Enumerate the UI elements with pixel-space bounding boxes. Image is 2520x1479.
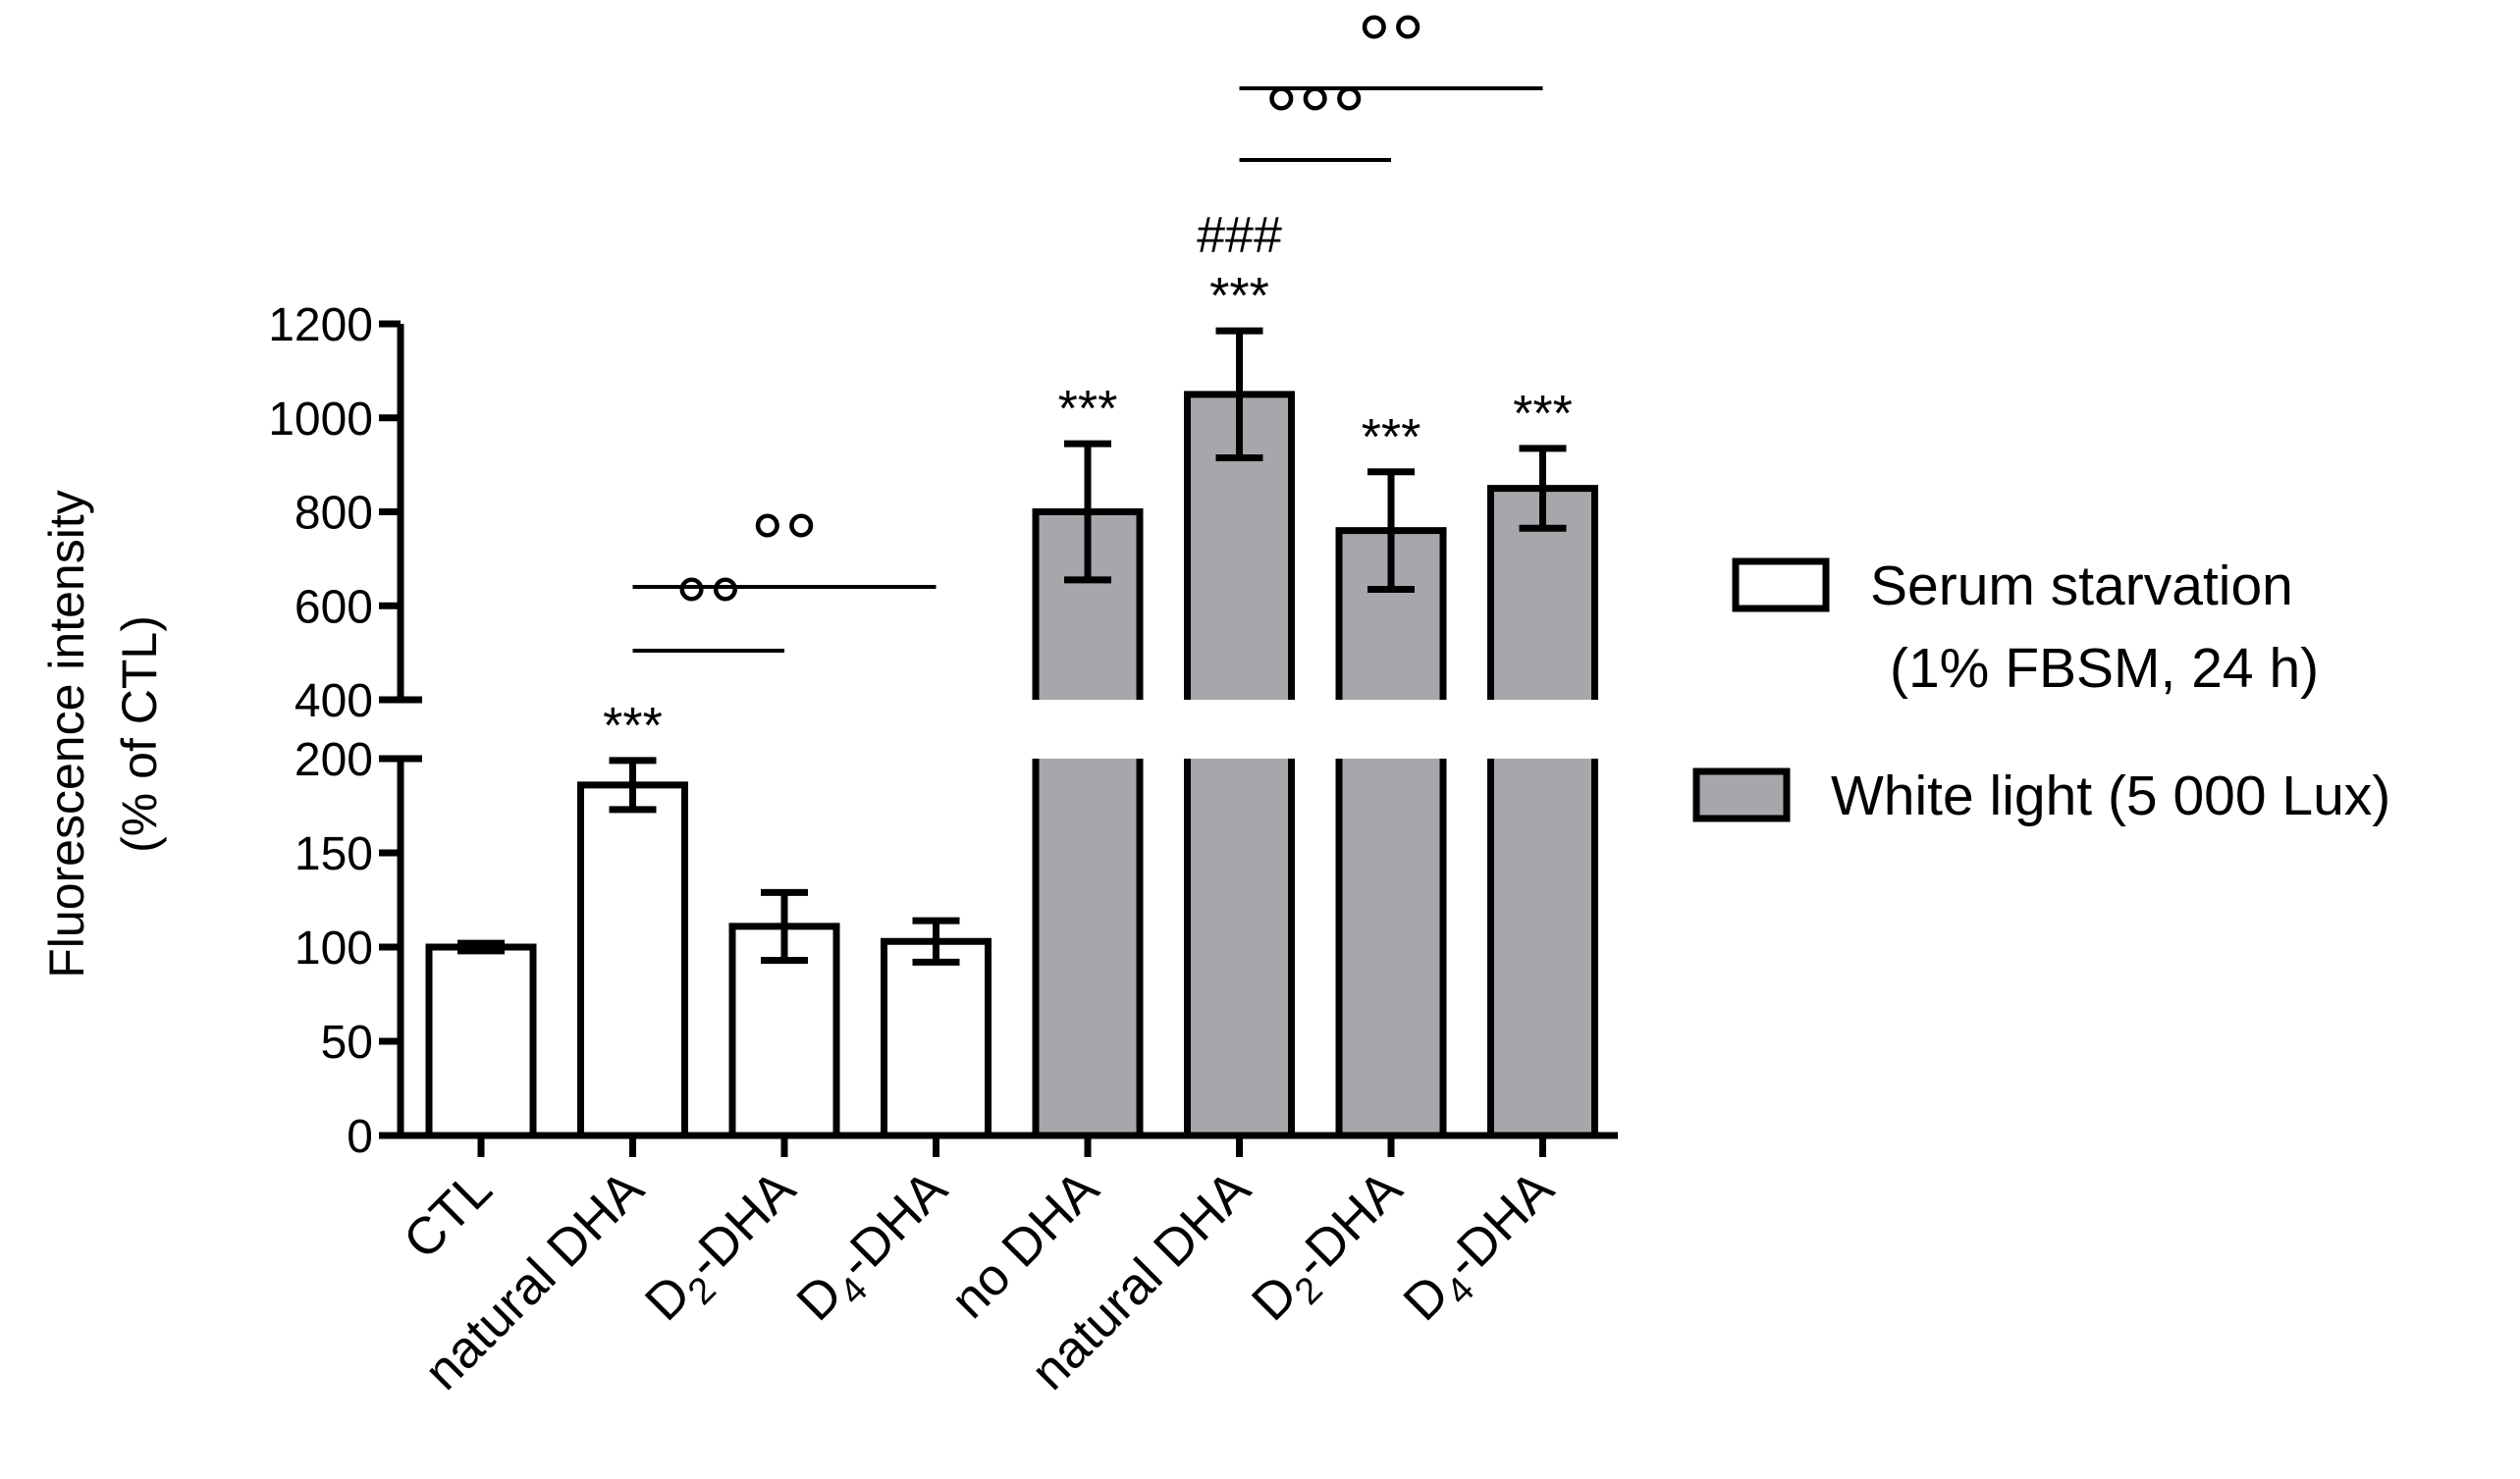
error-bar: [1367, 468, 1415, 593]
error-bar: [1519, 445, 1567, 532]
x-tick-label: CTL: [393, 1160, 504, 1271]
x-tick-label: D4-DHA: [1393, 1159, 1574, 1340]
error-bar: [761, 888, 808, 964]
bar-outline-lower: [1335, 759, 1447, 1136]
comparison-symbol: °°°: [1264, 71, 1366, 165]
y-axis-label-line2: (% of CTL): [112, 615, 167, 853]
error-bar: [1215, 327, 1263, 461]
y-tick-label: 800: [295, 488, 373, 540]
bar: [881, 937, 992, 1139]
comparison-symbol: °°: [751, 498, 819, 592]
bar-fill-lower: [1036, 759, 1140, 1136]
bar-fill-lower: [1490, 759, 1595, 1136]
y-tick-label: 0: [347, 1111, 373, 1163]
significance-label: ***: [1513, 386, 1573, 443]
y-tick-label: 200: [295, 734, 373, 786]
bar-outline-lower: [1184, 759, 1295, 1136]
error-bar: [457, 939, 505, 955]
y-tick-label: 150: [295, 828, 373, 880]
y-axis-label-line1: Fluorescence intensity: [39, 490, 94, 977]
y-tick-label: 1200: [268, 299, 373, 351]
significance-label: ***: [1209, 268, 1269, 325]
bar-fill-lower: [1187, 759, 1292, 1136]
x-tick-label: D2-DHA: [634, 1159, 815, 1340]
comparison-symbol: °°: [1358, 0, 1425, 93]
legend-swatch: [1692, 767, 1791, 822]
error-bar: [1064, 440, 1111, 584]
y-tick-label: 100: [295, 923, 373, 975]
y-axis-label: Fluorescence intensity (% of CTL): [39, 490, 167, 977]
significance-label: ###: [1197, 207, 1282, 264]
error-bar: [609, 757, 657, 814]
significance-label: ***: [1362, 409, 1421, 466]
bar: [577, 781, 688, 1139]
x-tick-label-text: CTL: [393, 1160, 504, 1271]
comparison-symbol: °°: [674, 561, 742, 656]
significance-label: ***: [1058, 381, 1118, 438]
legend-label: White light (5 000 Lux): [1831, 765, 2390, 827]
error-bar: [912, 917, 960, 966]
bar-outline-lower: [1487, 759, 1598, 1136]
bar: [425, 943, 537, 1139]
legend-label-line2: (1% FBSM, 24 h): [1890, 637, 2319, 700]
legend-label: Serum starvation: [1870, 555, 2293, 617]
x-tick-label: D4-DHA: [786, 1159, 967, 1340]
y-tick-label: 1000: [268, 394, 373, 446]
bar-fill-lower: [1339, 759, 1443, 1136]
y-tick-label: 600: [295, 581, 373, 633]
legend-swatch: [1732, 557, 1830, 612]
y-tick-label: 50: [321, 1017, 373, 1069]
significance-label: ***: [603, 698, 663, 755]
x-tick-label: D2-DHA: [1241, 1159, 1421, 1340]
y-tick-label: 400: [295, 675, 373, 727]
bar-outline-lower: [1032, 759, 1144, 1136]
